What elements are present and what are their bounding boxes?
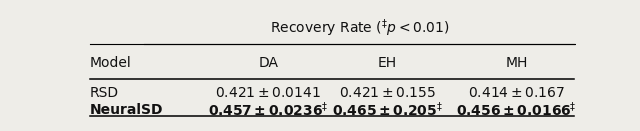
- Text: EH: EH: [378, 56, 397, 70]
- Text: $0.421 \pm 0.0141$: $0.421 \pm 0.0141$: [216, 86, 321, 100]
- Text: Model: Model: [90, 56, 132, 70]
- Text: MH: MH: [506, 56, 527, 70]
- Text: $0.414 \pm 0.167$: $0.414 \pm 0.167$: [468, 86, 565, 100]
- Text: $0.421 \pm 0.155$: $0.421 \pm 0.155$: [339, 86, 436, 100]
- Text: Recovery Rate ($^{\ddagger}p < 0.01$): Recovery Rate ($^{\ddagger}p < 0.01$): [271, 18, 450, 39]
- Text: NeuralSD: NeuralSD: [90, 103, 163, 117]
- Text: $\mathbf{0.465 \pm 0.205}^{\ddagger}$: $\mathbf{0.465 \pm 0.205}^{\ddagger}$: [332, 101, 443, 119]
- Text: DA: DA: [259, 56, 278, 70]
- Text: $\mathbf{0.457 \pm 0.0236}^{\ddagger}$: $\mathbf{0.457 \pm 0.0236}^{\ddagger}$: [208, 101, 329, 119]
- Text: RSD: RSD: [90, 86, 119, 100]
- Text: $\mathbf{0.456 \pm 0.0166}^{\ddagger}$: $\mathbf{0.456 \pm 0.0166}^{\ddagger}$: [456, 101, 577, 119]
